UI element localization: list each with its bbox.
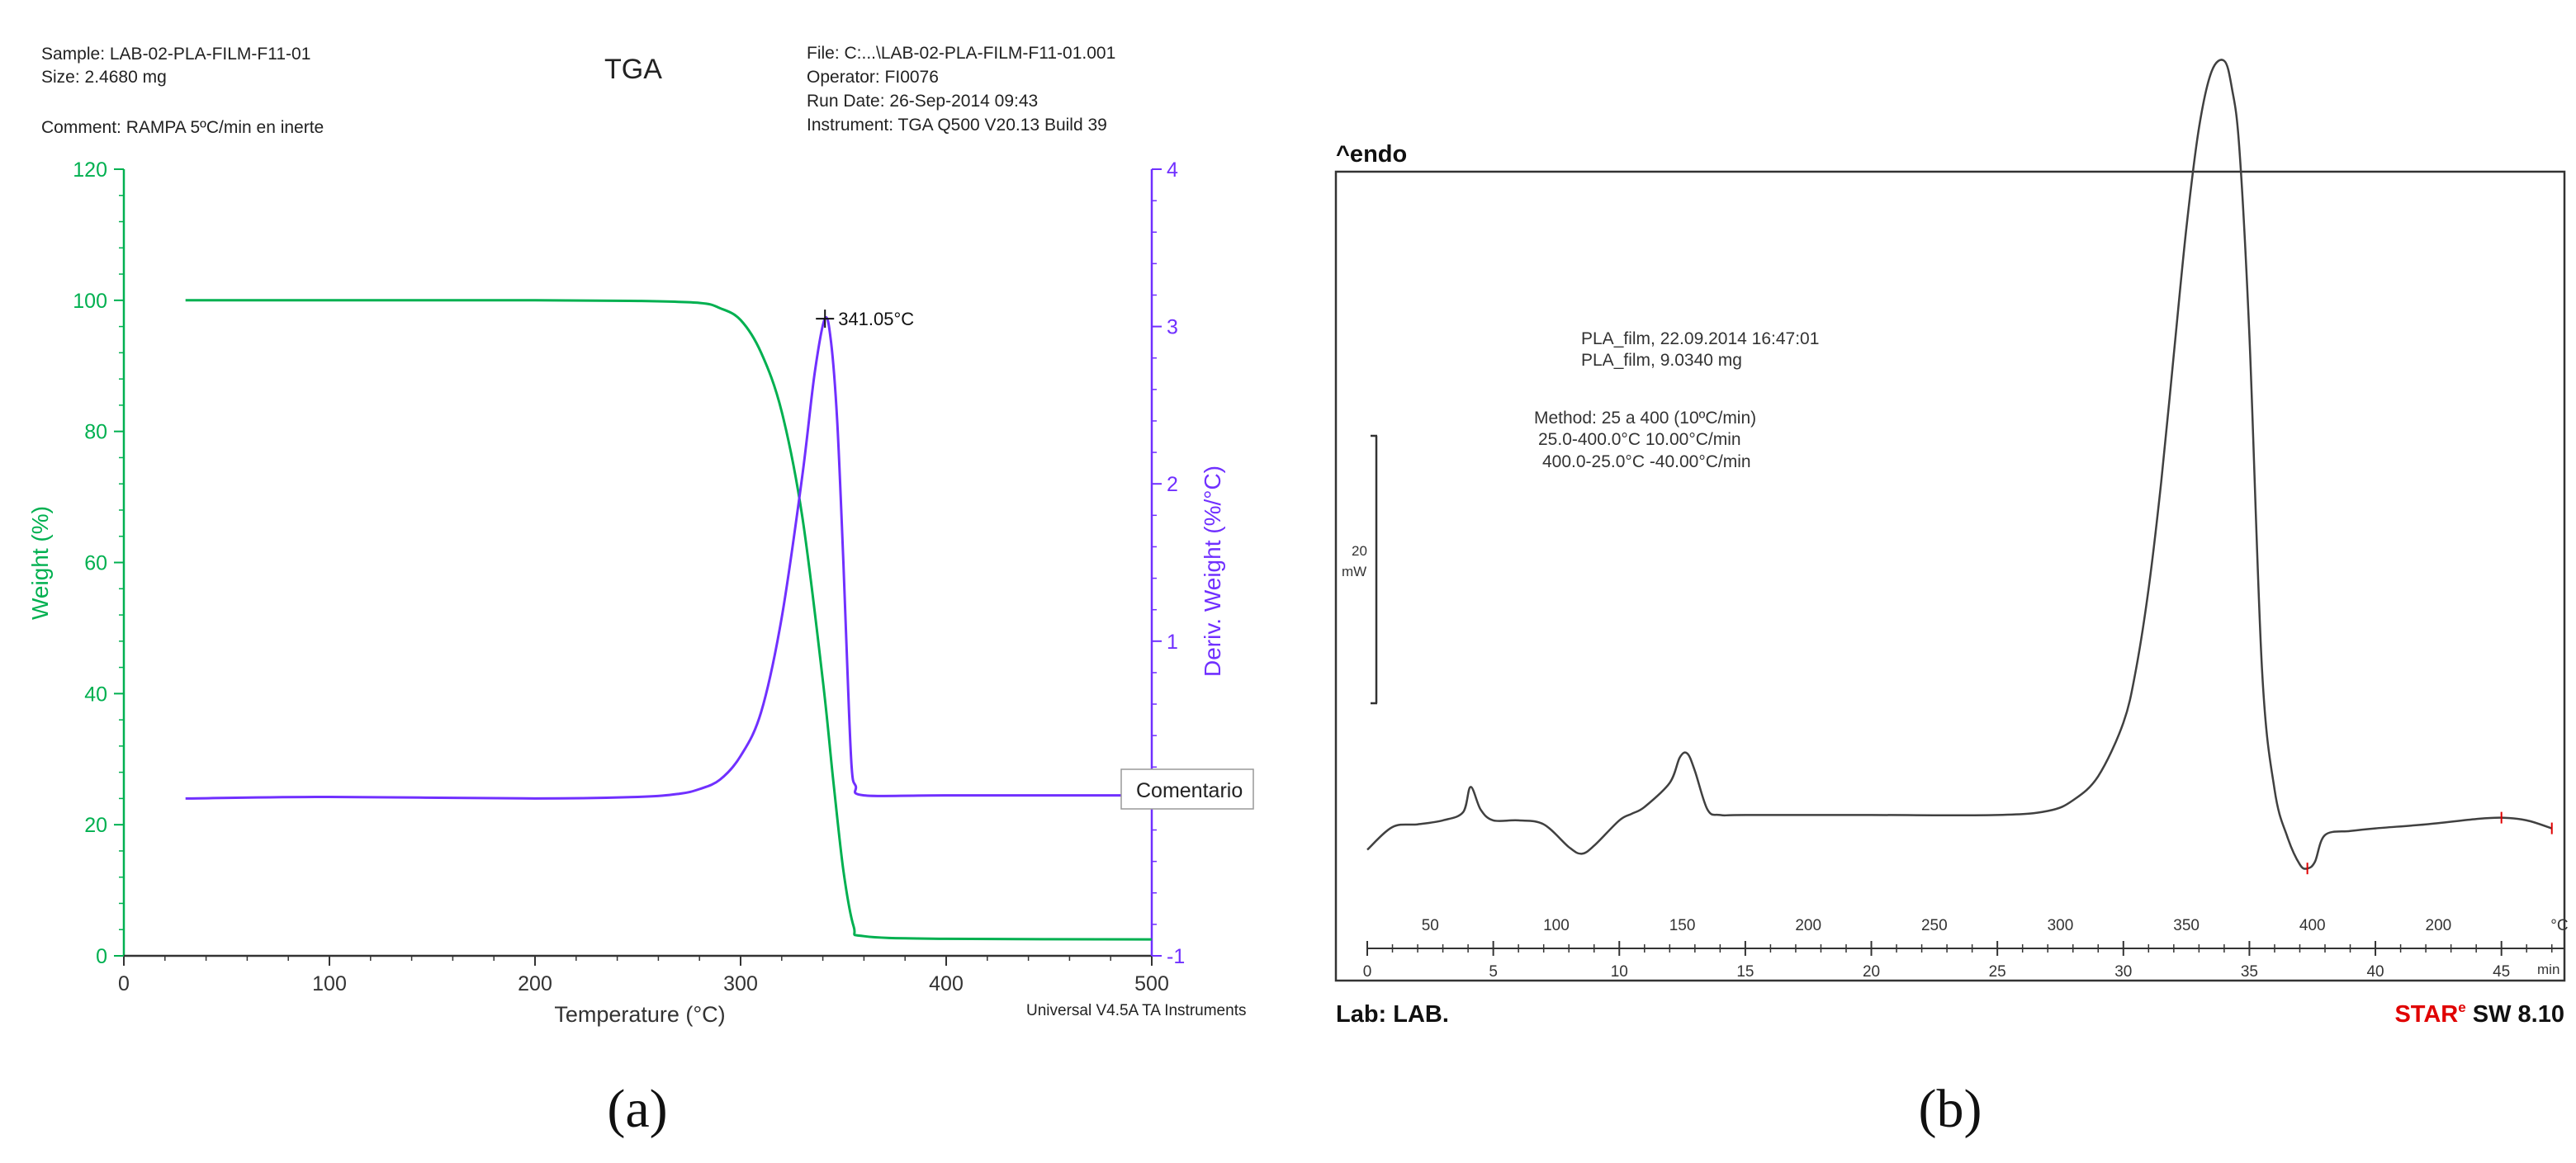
dsc-method-line-1: Method: 25 a 400 (10ºC/min) [1534,409,1756,428]
tga-y-axis-label: Weight (%) [27,506,53,620]
dsc-footer-software: STARe SW 8.10 [2394,1000,2564,1028]
dsc-time-tick-label: 30 [2114,963,2132,981]
panel-a-label: (a) [607,1079,667,1139]
comment-tooltip-text: Comentario [1136,779,1243,802]
tga-x-tick-label: 300 [723,972,758,995]
tga-y-tick-label: 100 [73,290,107,313]
star-brand-text: STAR [2394,1001,2458,1028]
dsc-plot-frame [1334,170,2566,982]
peak-annotation: 341.05°C [838,309,914,329]
dsc-temp-tick-label: 150 [1669,917,1696,934]
tga-run-date-text: Run Date: 26-Sep-2014 09:43 [807,92,1038,111]
tga-comment-text: Comment: RAMPA 5ºC/min en inerte [41,118,324,137]
panel-b-label: (b) [1919,1079,1982,1139]
tga-x-axis-label: Temperature (°C) [554,1002,725,1027]
dsc-time-tick-label: 35 [2241,963,2258,981]
tga-title: TGA [604,54,662,85]
tga-x-tick-label: 100 [312,972,347,995]
tga-y-tick-label: 60 [84,552,107,575]
tga-x-tick-label: 500 [1134,972,1169,995]
dsc-temp-tick-label: 200 [1795,917,1821,934]
dsc-time-tick-label: 20 [1863,963,1880,981]
deriv-weight-curve [185,316,1152,800]
dsc-temp-tick-label: 400 [2299,917,2326,934]
dsc-temp-tick-label: 200 [2426,917,2452,934]
tga-instrument-text: Instrument: TGA Q500 V20.13 Build 39 [807,116,1107,135]
dsc-time-tick-label: 5 [1489,963,1498,981]
dsc-temp-tick-label: 300 [2048,917,2074,934]
tga-x-tick-label: 400 [929,972,964,995]
tga-x-tick-label: 0 [118,972,130,995]
tga-size-text: Size: 2.4680 mg [41,68,167,87]
dsc-method-line-3: 400.0-25.0°C -40.00°C/min [1542,452,1751,471]
dsc-time-unit: min [2537,962,2559,977]
tga-x-tick-label: 200 [518,972,552,995]
tga-y-tick-label: 40 [84,683,107,706]
dsc-temp-tick-label: 350 [2173,917,2200,934]
dsc-temp-tick-label: °C [2550,917,2568,934]
dsc-scale-value: 20 [1352,543,1367,559]
dsc-time-tick-label: 15 [1736,963,1754,981]
tga-y2-tick-label: 4 [1167,158,1178,182]
tga-footer-text: Universal V4.5A TA Instruments [1026,1002,1246,1019]
tga-file-text: File: C:...\LAB-02-PLA-FILM-F11-01.001 [807,44,1115,63]
comment-tooltip-box [1120,768,1254,810]
dsc-info-line-1: PLA_film, 22.09.2014 16:47:01 [1581,329,1819,348]
panel-b: ^endo PLA_film, 22.09.2014 16:47:01 PLA_… [1334,59,2569,1139]
tga-y-tick-label: 0 [96,945,107,968]
panel-a: Sample: LAB-02-PLA-FILM-F11-01 Size: 2.4… [27,44,1254,1139]
tga-y2-tick-label: 2 [1167,473,1178,496]
tga-y2-tick-label: 3 [1167,316,1178,339]
dsc-method-line-2: 25.0-400.0°C 10.00°C/min [1538,430,1741,449]
dsc-time-tick-label: 0 [1363,963,1372,981]
dsc-time-tick-label: 40 [2366,963,2384,981]
tga-y-tick-label: 20 [84,814,107,837]
star-brand-superscript: e [2458,1000,2465,1015]
dsc-temp-tick-label: 50 [1422,917,1439,934]
tga-y2-tick-label: 1 [1167,631,1178,654]
dsc-curve [1366,59,2553,870]
dsc-time-tick-label: 25 [1989,963,2006,981]
dsc-time-tick-label: 10 [1611,963,1628,981]
tga-y2-tick-label: -1 [1167,945,1185,968]
dsc-axis: 0 5 10 15 20 25 30 35 40 45 50 100 150 200 250 300 350 40… [1363,917,2569,981]
dsc-endo-header: ^endo [1336,141,1407,168]
tga-operator-text: Operator: FI0076 [807,68,939,87]
dsc-info-line-2: PLA_film, 9.0340 mg [1581,351,1742,370]
dsc-curve-group [1366,59,2553,875]
tga-y2-axis-label: Deriv. Weight (%/°C) [1200,466,1225,677]
dsc-temp-tick-label: 100 [1543,917,1570,934]
dsc-scale-unit: mW [1342,564,1366,579]
weight-curve [185,299,1153,941]
tga-curves: 341.05°C [185,299,1153,941]
star-version-text: SW 8.10 [2466,1001,2564,1028]
dsc-temp-tick-label: 250 [1921,917,1948,934]
dsc-footer-lab: Lab: LAB. [1336,1001,1449,1028]
tga-y-tick-label: 80 [84,421,107,444]
tga-sample-text: Sample: LAB-02-PLA-FILM-F11-01 [41,45,310,64]
dsc-time-tick-label: 45 [2493,963,2510,981]
tga-y-tick-label: 120 [73,158,107,182]
